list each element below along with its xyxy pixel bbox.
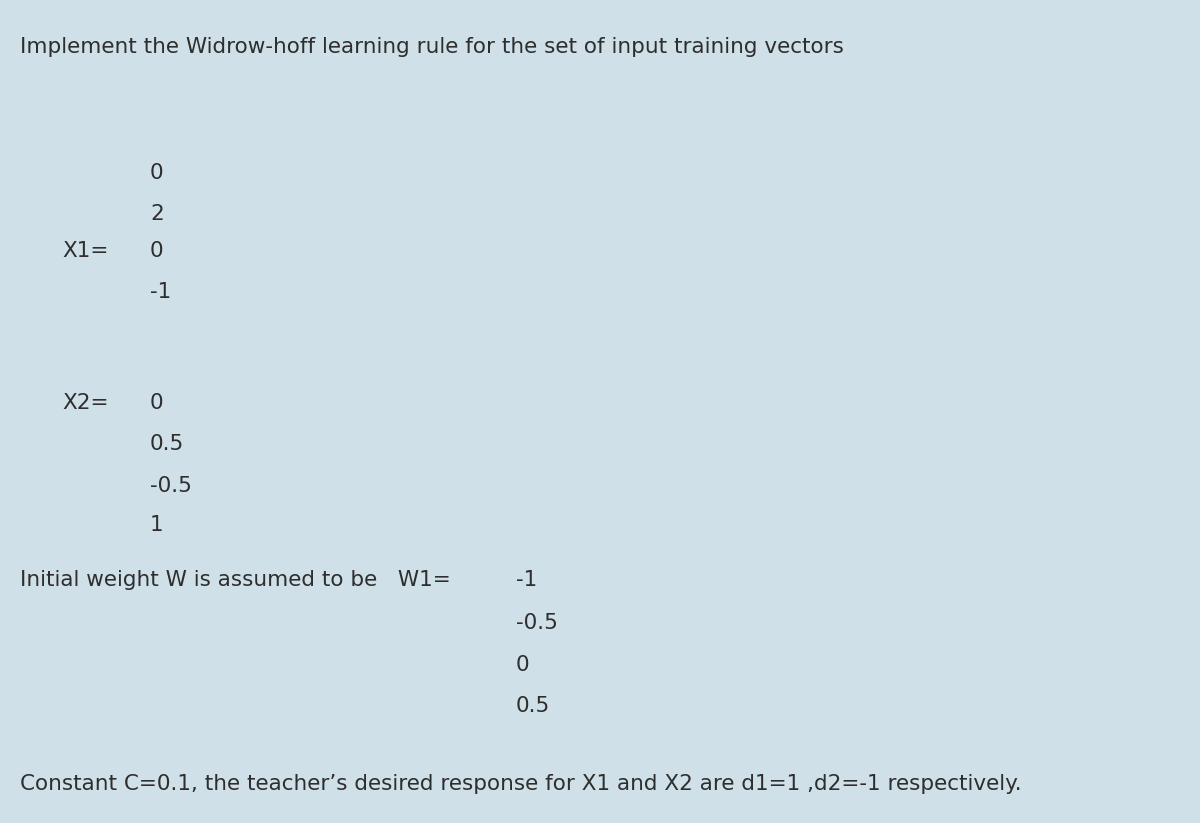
Text: 0: 0 bbox=[150, 163, 163, 183]
Text: X2=: X2= bbox=[62, 393, 109, 413]
Text: -1: -1 bbox=[150, 282, 172, 302]
Text: 0: 0 bbox=[150, 393, 163, 413]
Text: -0.5: -0.5 bbox=[516, 613, 558, 633]
Text: -1: -1 bbox=[516, 570, 538, 590]
Text: 0.5: 0.5 bbox=[150, 435, 185, 454]
Text: -0.5: -0.5 bbox=[150, 476, 192, 495]
Text: Constant C=0.1, the teacher’s desired response for X1 and X2 are d1=1 ,d2=-1 res: Constant C=0.1, the teacher’s desired re… bbox=[20, 774, 1022, 794]
Text: Initial weight W is assumed to be   W1=: Initial weight W is assumed to be W1= bbox=[20, 570, 451, 590]
Text: 0: 0 bbox=[516, 655, 529, 675]
Text: 2: 2 bbox=[150, 204, 163, 224]
Text: 0: 0 bbox=[150, 241, 163, 261]
Text: Implement the Widrow-hoff learning rule for the set of input training vectors: Implement the Widrow-hoff learning rule … bbox=[20, 37, 845, 57]
Text: X1=: X1= bbox=[62, 241, 109, 261]
Text: 1: 1 bbox=[150, 515, 163, 535]
Text: 0.5: 0.5 bbox=[516, 696, 551, 716]
